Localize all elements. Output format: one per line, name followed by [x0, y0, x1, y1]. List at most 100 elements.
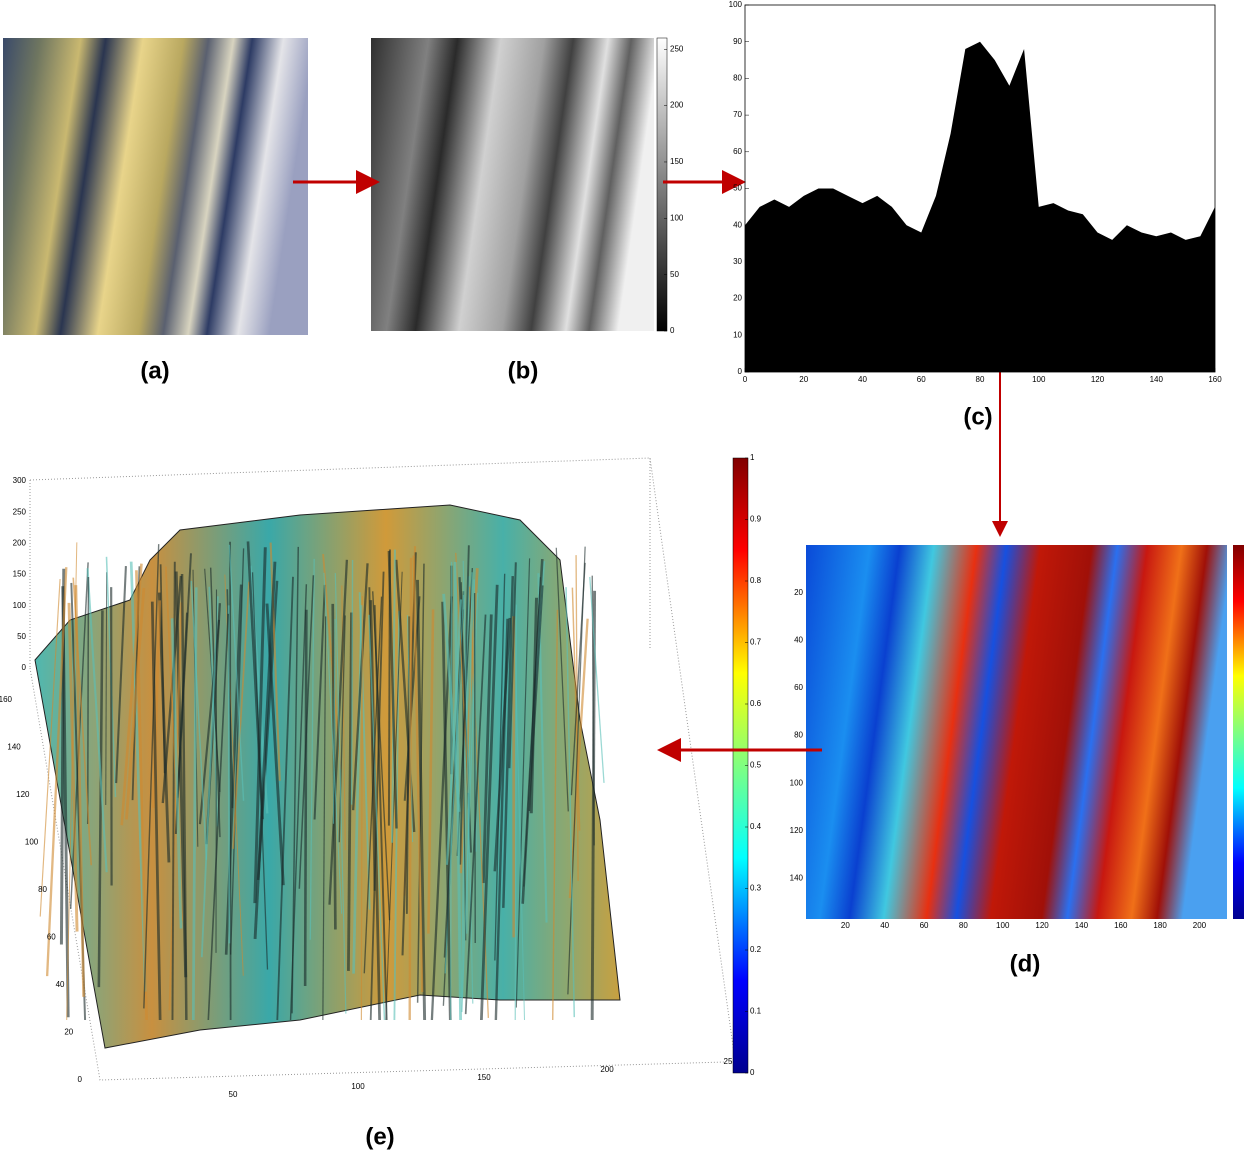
- tick-label: 250: [670, 44, 684, 53]
- surface-streak: [232, 581, 250, 849]
- surface-streak: [200, 596, 219, 958]
- z-tick-label: 250: [13, 507, 27, 516]
- surface-streak: [190, 580, 208, 860]
- surface-streak: [551, 609, 559, 1021]
- surface-streak: [589, 576, 605, 783]
- surface-streak: [347, 612, 353, 971]
- y-tick-label: 70: [733, 110, 742, 119]
- surface-streak: [170, 618, 183, 929]
- surface-streak: [408, 557, 413, 1021]
- surface-streak: [514, 604, 517, 1021]
- surface-streak: [368, 614, 386, 1021]
- surface-streak: [363, 596, 383, 974]
- surface-streak: [442, 593, 461, 812]
- z-tick-label: 100: [13, 601, 27, 610]
- surface-streak: [466, 572, 473, 934]
- surface-streak: [207, 613, 230, 1021]
- tick-label: 0.5: [750, 761, 762, 770]
- y-tick-label: 100: [790, 778, 804, 787]
- y-tick-label: 60: [794, 683, 803, 692]
- tick-label: 0.7: [750, 638, 762, 647]
- tick-label: 0.3: [750, 884, 762, 893]
- y-tick-label: 90: [733, 37, 742, 46]
- surface-texture: [39, 541, 605, 1021]
- tick-label: 0.8: [750, 576, 762, 585]
- surface-streak: [253, 561, 277, 940]
- x-tick-label: 100: [1032, 375, 1046, 384]
- y-tick-label: 20: [794, 588, 803, 597]
- y-tick-label: 100: [25, 838, 39, 847]
- surface-streak: [369, 600, 381, 1021]
- surface-streak: [228, 544, 245, 801]
- surface-streak: [387, 550, 398, 829]
- y-tick-label: 0: [78, 1075, 83, 1084]
- surface-streak: [309, 558, 315, 940]
- tick-label: 0.2: [750, 945, 762, 954]
- colorbar-b: [656, 37, 668, 332]
- tick-label: 0: [670, 326, 675, 335]
- surface-streak: [445, 599, 463, 865]
- surface-streak: [369, 571, 385, 1021]
- tick-label: 150: [670, 157, 684, 166]
- y-tick-label: 20: [733, 294, 742, 303]
- surface-streak: [481, 614, 493, 884]
- y-tick-label: 60: [733, 147, 742, 156]
- surface-streak: [86, 568, 108, 873]
- y-tick-label: 80: [733, 74, 742, 83]
- x-tick-label: 100: [351, 1082, 365, 1091]
- surface-streak: [441, 601, 452, 1021]
- surface-streak: [521, 559, 544, 904]
- surface-streak: [291, 546, 300, 1014]
- surface-streak: [528, 585, 544, 812]
- y-tick-label: 80: [38, 885, 47, 894]
- surface-streak: [253, 547, 267, 904]
- x-tick-label: 50: [229, 1090, 238, 1099]
- y-tick-label: 80: [794, 731, 803, 740]
- surface-streak: [323, 572, 343, 914]
- x-tick-label: 200: [1193, 921, 1207, 930]
- y-tick-label: 120: [16, 790, 30, 799]
- tick-label: 0: [750, 1068, 755, 1077]
- surface-streak: [105, 572, 108, 805]
- surface-streak: [332, 619, 336, 824]
- y-tick-label: 120: [790, 826, 804, 835]
- surface-streak: [416, 563, 425, 1003]
- surface-streak: [168, 602, 183, 1011]
- surface-streak: [72, 577, 93, 866]
- tick-label: 0.1: [750, 1007, 762, 1016]
- x-tick-label: 150: [477, 1073, 491, 1082]
- surface-streak: [265, 603, 285, 886]
- tick-label: 0.6: [750, 699, 762, 708]
- surface-streak: [135, 570, 148, 1021]
- surface-streak: [460, 576, 470, 998]
- surface-streak: [276, 576, 294, 1021]
- x-tick-label: 40: [858, 375, 867, 384]
- z-tick-label: 50: [17, 632, 26, 641]
- x-tick-label: 80: [976, 375, 985, 384]
- tick-label: 50: [670, 270, 679, 279]
- x-tick-label: 200: [600, 1065, 614, 1074]
- surface-streak: [555, 547, 569, 812]
- x-tick-label: 60: [917, 375, 926, 384]
- surface-streak: [412, 555, 424, 993]
- surface-streak: [229, 548, 245, 955]
- surface-streak: [338, 615, 346, 843]
- surface-streak: [313, 584, 326, 820]
- surface-streak: [493, 617, 512, 872]
- surface-streak: [565, 587, 576, 1018]
- x-tick-label: 100: [996, 921, 1010, 930]
- surface-streak: [427, 609, 435, 934]
- x-tick-label: 120: [1091, 375, 1105, 384]
- surface-streak: [180, 574, 188, 1021]
- y-tick-label: 140: [790, 874, 804, 883]
- surface-streak: [373, 605, 388, 1021]
- tick-label: 200: [670, 101, 684, 110]
- surface-streak: [115, 566, 127, 784]
- x-tick-label: 60: [920, 921, 929, 930]
- surface-streak: [269, 542, 281, 781]
- surface-streak: [403, 596, 421, 801]
- z-tick-label: 150: [13, 570, 27, 579]
- surface-streak: [502, 576, 514, 908]
